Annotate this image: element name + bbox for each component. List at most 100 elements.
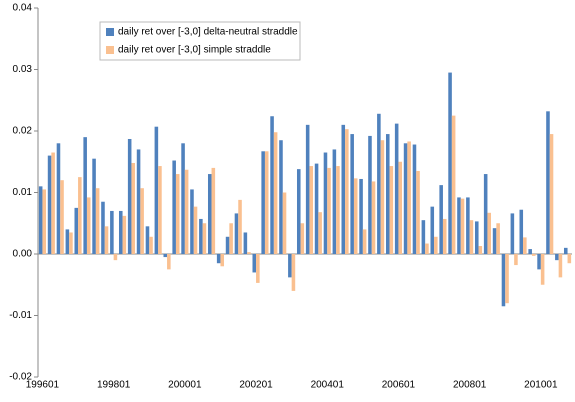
bar [65,229,70,254]
bar [528,249,532,254]
legend-swatch [106,46,114,54]
bar [531,254,536,256]
bar [51,152,55,254]
bar [336,166,340,254]
bar [483,174,488,254]
bar [74,207,79,254]
bar [540,254,545,285]
bar [549,134,554,254]
bar [172,160,176,254]
bar [234,213,239,254]
y-tick-label: 0.02 [13,126,33,137]
bar [434,236,438,254]
bar [149,236,153,254]
bar [104,226,109,254]
x-tick-label: 200001 [168,380,202,391]
bar [474,221,479,254]
bar [496,223,500,254]
bar [407,141,411,254]
legend-swatch [106,28,114,36]
bar [421,220,426,254]
x-tick-label: 200601 [382,380,416,391]
bar [113,254,118,261]
bar [341,124,346,254]
bar [122,215,127,254]
bar [394,123,399,255]
bar [78,177,82,254]
bar [279,140,283,254]
x-tick-label: 201001 [524,380,558,391]
bar [145,226,150,254]
bar [460,198,465,254]
bar [371,181,376,254]
bar [492,228,497,254]
bar [69,232,73,254]
bar [505,254,509,304]
bar [353,178,358,254]
bar [181,143,185,254]
bar [519,209,524,254]
x-tick-label: 200801 [453,380,487,391]
bar [154,126,159,254]
bar [368,135,372,254]
bar [270,116,274,255]
bar [362,229,367,254]
bar [451,115,456,254]
bar [95,188,100,254]
bar [439,185,443,254]
bar [184,169,189,254]
bar [350,134,354,254]
y-tick-label: -0.02 [9,372,32,383]
bar [327,167,331,254]
x-tick-label: 200401 [311,380,345,391]
bar [101,201,105,254]
bar [207,174,212,254]
bar [158,166,162,254]
bar [380,140,385,254]
bar [448,72,452,254]
x-tick-label: 200201 [239,380,273,391]
bar [416,170,420,254]
bar [442,218,447,254]
bar [501,254,506,307]
bar [86,197,91,254]
bar [555,254,559,261]
bar [60,180,64,254]
bar [345,129,349,254]
bar [288,254,292,278]
bar [537,254,541,270]
bar [56,143,61,254]
bar [389,166,394,254]
bar [273,132,278,254]
x-tick-label: 199601 [26,380,60,391]
bar [510,213,515,254]
bar [202,223,207,254]
bar [229,223,233,254]
bar [163,254,168,258]
bar [314,163,319,254]
bar [220,254,225,267]
legend-label: daily ret over [-3,0] simple straddle [118,45,271,56]
bar [127,138,132,254]
y-tick-label: 0.03 [13,64,33,75]
bar [190,189,194,254]
bar [309,166,314,254]
bar [193,206,198,254]
bar [110,210,114,254]
bar [291,254,296,291]
bar [318,212,322,254]
bar [296,169,301,254]
bar [140,188,144,254]
bar [412,144,417,254]
x-tick-label: 199801 [97,380,131,391]
bar [332,149,337,254]
bar [457,197,461,254]
bar [300,223,305,254]
bar [243,232,248,254]
bar [359,178,363,254]
bar [131,162,136,254]
bar [264,151,269,254]
bar [398,161,403,254]
bar [469,220,474,254]
bar [247,252,251,254]
